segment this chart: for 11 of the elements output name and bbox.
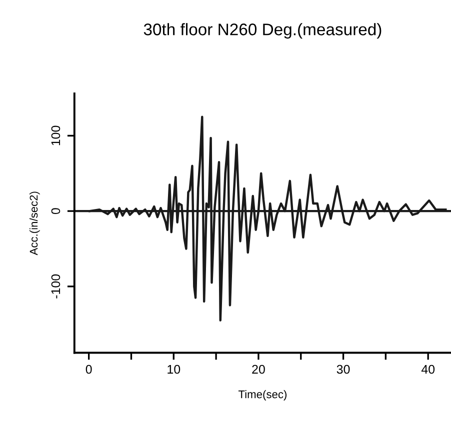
y-tick-label: 100 [51,126,60,146]
y-tick-label: 0 [51,208,60,214]
y-axis-title: Acc.(in/sec2) [29,192,40,256]
chart-title: 30th floor N260 Deg.(measured) [144,23,382,39]
y-tick-label: -100 [51,274,60,298]
x-tick-label: 10 [168,364,180,374]
x-axis-title: Time(sec) [238,390,286,400]
x-tick-label: 30 [336,364,350,374]
x-tick-label: 40 [421,364,435,374]
x-tick-label: 0 [86,364,92,374]
x-tick-label: 20 [252,364,265,374]
